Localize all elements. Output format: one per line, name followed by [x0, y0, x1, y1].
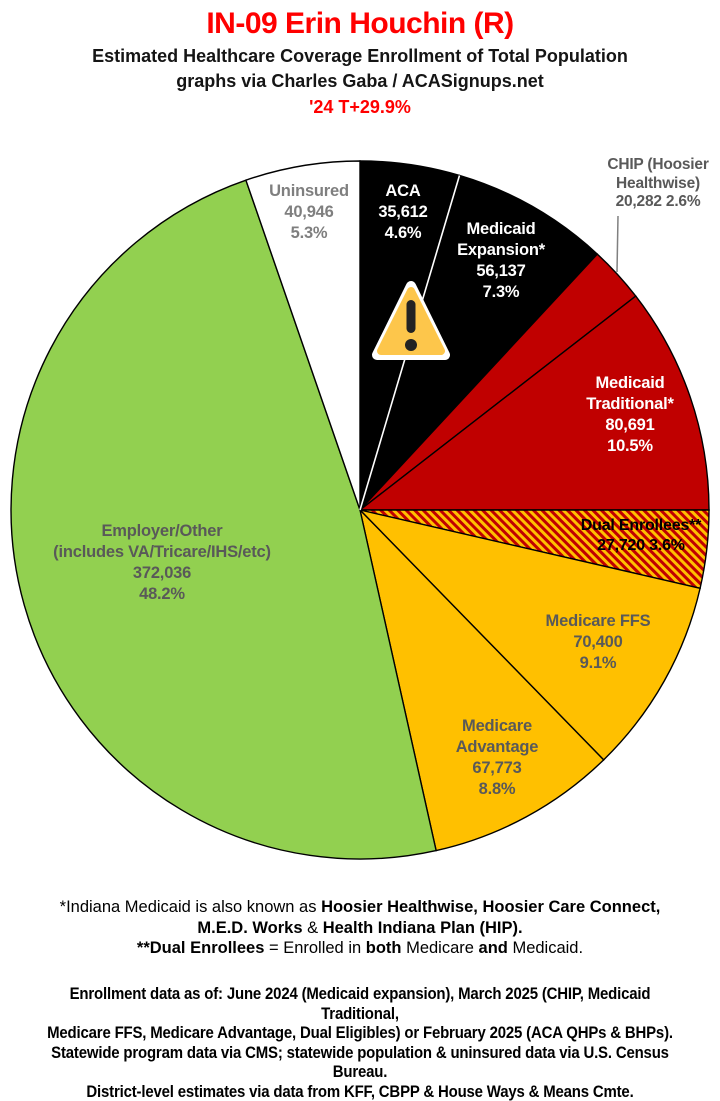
footnote-medicaid-aliases: *Indiana Medicaid is also known as Hoosi…	[59, 898, 661, 957]
pie-slice-medicare-advantage	[358, 507, 605, 852]
warning-exclamation-dot	[405, 339, 417, 351]
trend-label: '24 T+29.9%	[309, 97, 411, 117]
page-title: IN-09 Erin Houchin (R)	[206, 7, 514, 40]
slice-label-medicaid-traditional: Medicaid Traditional* 80,691 10.5%	[586, 374, 674, 455]
pie-slice-uninsured	[245, 160, 361, 511]
pie-slice-medicare-ffs	[357, 508, 701, 761]
pie-chart	[10, 160, 710, 860]
slice-label-medicare-ffs: Medicare FFS 70,400 9.1%	[545, 612, 651, 672]
pie-slice-medicaid-expansion	[359, 174, 599, 511]
pie-slice-employer-other	[10, 179, 437, 860]
pie-slice-medicaid-traditional	[357, 295, 710, 511]
warning-exclamation-bar	[406, 300, 416, 333]
slice-label-employer-other: Employer/Other (includes VA/Tricare/IHS/e…	[53, 522, 271, 603]
slice-label-chip: CHIP (Hoosier Healthwise) 20,282 2.6%	[607, 156, 709, 210]
slice-label-aca: ACA 35,612 4.6%	[378, 182, 428, 242]
slice-label-medicare-advantage: Medicare Advantage 67,773 8.8%	[455, 717, 539, 798]
subtitle-line2: graphs via Charles Gaba / ACASignups.net	[176, 71, 544, 91]
warning-icon	[372, 281, 450, 360]
slice-label-medicaid-expansion: Medicaid Expansion* 56,137 7.3%	[457, 220, 545, 301]
pie-slices-group	[10, 160, 710, 860]
chip-leader-line	[616, 215, 619, 273]
slice-label-uninsured: Uninsured 40,946 5.3%	[269, 182, 349, 242]
slice-label-dual-enrollees: Dual Enrollees** 27,720 3.6%	[580, 517, 702, 554]
footnote-data-sources: Enrollment data as of: June 2024 (Medica…	[47, 984, 673, 1101]
subtitle-line1: Estimated Healthcare Coverage Enrollment…	[92, 46, 628, 66]
